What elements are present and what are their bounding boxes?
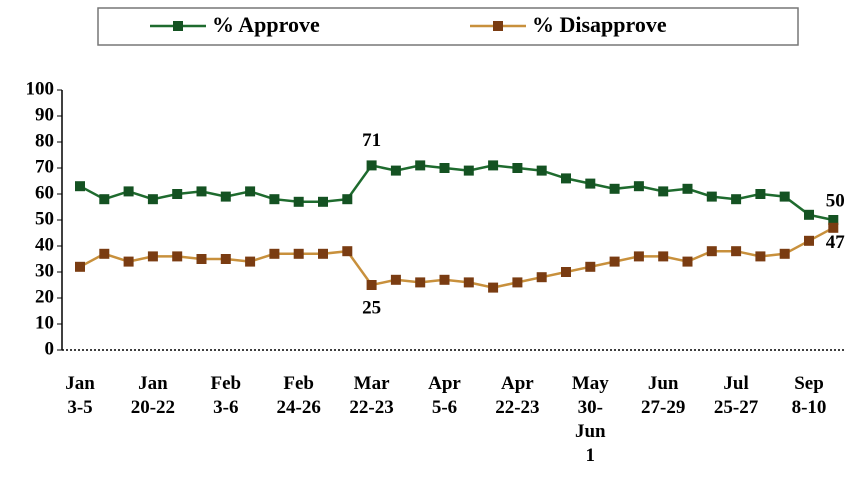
y-tick-label: 30	[35, 260, 54, 281]
marker	[390, 165, 401, 176]
x-tick-label: Jul 25-27	[713, 373, 759, 418]
marker	[536, 272, 547, 283]
marker	[536, 165, 547, 176]
marker	[755, 251, 766, 262]
marker	[658, 251, 669, 262]
x-tick-label: Apr 5-6	[428, 373, 461, 418]
marker	[585, 178, 596, 189]
legend-marker	[173, 21, 183, 31]
legend-marker	[493, 21, 503, 31]
marker	[682, 256, 693, 267]
marker	[488, 282, 499, 293]
x-tick-label: Mar 22-23	[349, 373, 394, 418]
marker	[245, 256, 256, 267]
legend-label: % Disapprove	[532, 12, 667, 37]
marker	[99, 248, 110, 259]
marker	[512, 163, 523, 173]
y-tick-label: 40	[35, 234, 54, 255]
data-label: 71	[362, 130, 381, 151]
marker	[390, 274, 401, 285]
marker	[439, 274, 450, 285]
series-line	[79, 164, 834, 222]
marker	[269, 248, 280, 259]
y-tick-label: 70	[35, 156, 54, 177]
marker	[706, 191, 717, 202]
x-tick-label: Jun 27-29	[641, 373, 686, 418]
marker	[804, 235, 814, 246]
marker	[488, 160, 499, 171]
marker	[561, 267, 571, 277]
marker	[706, 246, 717, 257]
marker	[172, 189, 183, 199]
x-tick-label: Jan 20-22	[130, 373, 176, 418]
marker	[196, 186, 207, 197]
marker	[415, 160, 426, 171]
x-tick-label: Jan 3-5	[65, 373, 95, 418]
marker	[293, 248, 304, 259]
y-tick-label: 100	[26, 78, 55, 99]
marker	[682, 183, 693, 194]
x-tick-label: Feb 3-6	[210, 373, 242, 418]
marker	[463, 277, 474, 288]
y-tick-label: 10	[35, 312, 54, 333]
x-tick-label: May 30- Jun 1	[571, 373, 609, 466]
marker	[342, 194, 353, 205]
marker	[366, 280, 377, 290]
marker	[342, 246, 353, 257]
marker	[779, 191, 790, 202]
marker	[75, 181, 85, 192]
series-line	[79, 226, 834, 289]
marker	[755, 189, 766, 199]
marker	[804, 209, 814, 220]
x-tick-label: Apr 22-23	[495, 373, 540, 418]
marker	[585, 261, 596, 272]
marker	[147, 194, 158, 205]
marker	[123, 186, 134, 197]
marker	[779, 248, 790, 259]
marker	[731, 194, 742, 205]
x-tick-label: Feb 24-26	[276, 373, 321, 418]
marker	[245, 186, 256, 197]
marker	[99, 194, 110, 205]
data-label: 47	[826, 232, 846, 253]
marker	[147, 251, 158, 262]
y-tick-label: 0	[45, 338, 55, 359]
marker	[828, 215, 839, 225]
x-tick-label: Sep 8-10	[791, 373, 827, 418]
marker	[561, 173, 571, 184]
marker	[731, 246, 742, 257]
marker	[293, 196, 304, 207]
data-label: 50	[826, 190, 845, 211]
marker	[220, 191, 231, 202]
marker	[609, 183, 620, 194]
y-tick-label: 20	[35, 286, 54, 307]
marker	[318, 196, 328, 207]
marker	[415, 277, 426, 288]
marker	[196, 254, 207, 264]
marker	[123, 256, 134, 267]
marker	[269, 194, 280, 205]
marker	[366, 160, 377, 171]
marker	[172, 251, 183, 262]
y-tick-label: 50	[35, 208, 54, 229]
marker	[75, 261, 85, 272]
marker	[512, 277, 523, 288]
y-tick-label: 80	[35, 130, 54, 151]
marker	[318, 248, 328, 259]
marker	[439, 163, 450, 173]
marker	[463, 165, 474, 176]
marker	[220, 254, 231, 264]
marker	[633, 181, 644, 192]
data-label: 25	[362, 297, 381, 318]
marker	[633, 251, 644, 262]
legend-box	[97, 7, 799, 46]
y-tick-label: 60	[35, 182, 54, 203]
y-tick-label: 90	[35, 104, 54, 125]
marker	[828, 222, 839, 233]
marker	[609, 256, 620, 267]
legend-label: % Approve	[212, 12, 320, 37]
marker	[658, 186, 669, 197]
